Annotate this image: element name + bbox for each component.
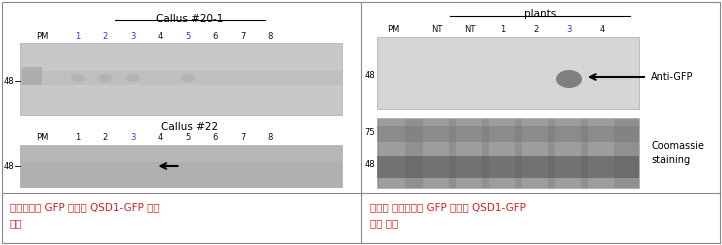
Text: NT: NT (464, 25, 476, 34)
Bar (379, 118, 405, 188)
Bar (377, 156, 639, 178)
Text: 3: 3 (130, 32, 136, 41)
Text: 4: 4 (599, 25, 604, 34)
Text: 쫄리스에서 GFP 항체로 QSD1-GFP 발현: 쫄리스에서 GFP 항체로 QSD1-GFP 발현 (10, 202, 160, 212)
Ellipse shape (126, 74, 140, 82)
Text: 48: 48 (365, 159, 375, 169)
Text: Callus #20-1: Callus #20-1 (156, 14, 224, 24)
Text: 발현 확인: 발현 확인 (370, 218, 399, 228)
Ellipse shape (181, 74, 195, 82)
Text: Callus #22: Callus #22 (162, 122, 219, 132)
Text: 2: 2 (103, 133, 108, 142)
Bar (20, 71, 342, 85)
Bar (377, 118, 639, 188)
Text: 1: 1 (75, 32, 81, 41)
Text: 6: 6 (213, 32, 218, 41)
Text: PM: PM (36, 133, 48, 142)
Text: 재분화 식물체에서 GFP 항체로 QSD1-GFP: 재분화 식물체에서 GFP 항체로 QSD1-GFP (370, 202, 526, 212)
Bar (20, 145, 342, 187)
Text: 48: 48 (4, 161, 14, 171)
Text: 2: 2 (534, 25, 539, 34)
Bar (423, 118, 449, 188)
Ellipse shape (98, 74, 113, 82)
Text: 48: 48 (365, 71, 375, 79)
Text: 7: 7 (240, 133, 245, 142)
Ellipse shape (71, 74, 85, 82)
Bar (489, 118, 515, 188)
Text: 2: 2 (103, 32, 108, 41)
Bar (555, 118, 581, 188)
Text: 5: 5 (186, 133, 191, 142)
Text: 1: 1 (500, 25, 505, 34)
Text: 3: 3 (130, 133, 136, 142)
Text: NT: NT (431, 25, 443, 34)
Text: Anti-GFP: Anti-GFP (651, 72, 694, 82)
Text: Coomassie
staining: Coomassie staining (651, 141, 704, 165)
Bar (20, 43, 342, 115)
Bar (20, 145, 342, 162)
Text: 3: 3 (566, 25, 572, 34)
Text: 4: 4 (158, 133, 163, 142)
Text: 48: 48 (4, 76, 14, 86)
Bar (588, 118, 614, 188)
Text: 확인: 확인 (10, 218, 22, 228)
Text: 4: 4 (158, 32, 163, 41)
Text: 7: 7 (240, 32, 245, 41)
Text: 1: 1 (75, 133, 81, 142)
Text: 5: 5 (186, 32, 191, 41)
Text: plants: plants (524, 9, 556, 19)
Text: PM: PM (387, 25, 399, 34)
Text: 6: 6 (213, 133, 218, 142)
Text: 8: 8 (268, 133, 273, 142)
Bar (22, 67, 42, 85)
Ellipse shape (556, 70, 582, 88)
Bar (377, 37, 639, 109)
Bar (456, 118, 482, 188)
Text: 8: 8 (268, 32, 273, 41)
Text: PM: PM (36, 32, 48, 41)
Bar (522, 118, 548, 188)
Text: 75: 75 (365, 127, 375, 136)
Bar (377, 126, 639, 142)
